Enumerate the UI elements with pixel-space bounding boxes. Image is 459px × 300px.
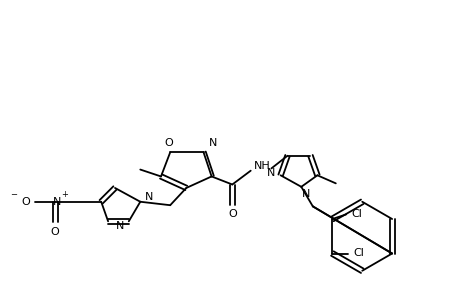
Text: N: N (301, 189, 309, 199)
Text: Cl: Cl (350, 209, 361, 219)
Text: N: N (208, 138, 217, 148)
Text: Cl: Cl (353, 248, 364, 259)
Text: N: N (267, 168, 275, 178)
Text: N: N (53, 197, 62, 207)
Text: N: N (145, 192, 153, 202)
Text: O: O (50, 227, 60, 237)
Text: NH: NH (253, 161, 270, 171)
Text: −: − (10, 190, 17, 199)
Text: +: + (61, 190, 67, 199)
Text: O: O (164, 138, 173, 148)
Text: O: O (227, 209, 236, 219)
Text: O: O (21, 197, 30, 207)
Text: N: N (115, 221, 123, 231)
